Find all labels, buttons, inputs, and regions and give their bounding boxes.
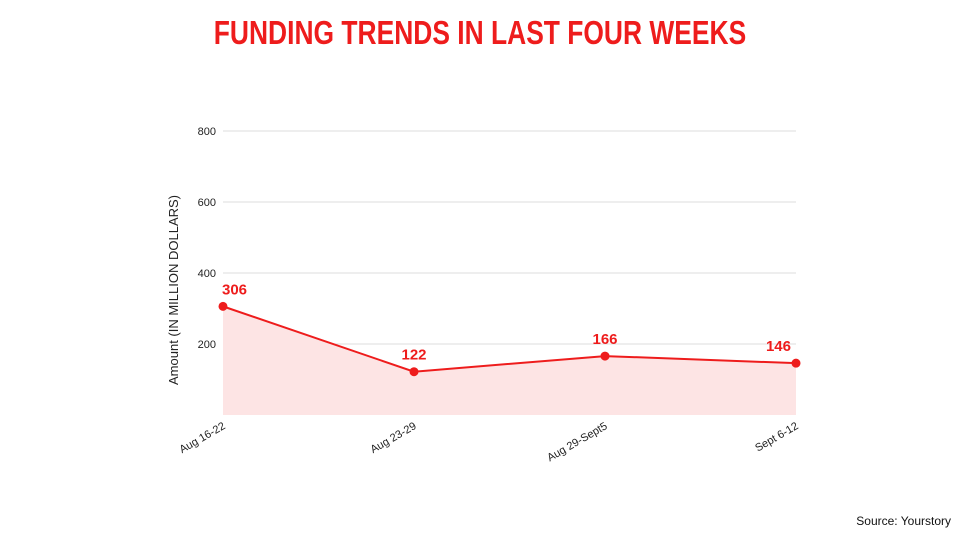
y-tick-label: 400 [198,268,216,280]
series-line [222,305,797,373]
y-axis-label: Amount (IN MILLION DOLLARS) [166,195,181,385]
x-tick-label: Sept 6-12 [753,420,800,454]
data-label: 122 [401,347,426,364]
y-axis-ticks: 200 400 600 800 [198,126,216,351]
gridlines [223,130,796,345]
x-tick-label: Aug 23-29 [369,420,419,456]
area-fill [223,306,796,415]
y-tick-label: 800 [198,126,216,138]
data-label: 146 [766,338,791,355]
data-point [409,367,419,377]
source-note: Source: Yourstory [856,514,951,528]
data-points [218,301,801,377]
y-tick-label: 200 [198,339,216,351]
data-label: 306 [222,281,247,298]
x-tick-label: Aug 29-Sept5 [545,420,609,464]
data-label: 166 [592,331,617,348]
data-point [791,358,801,368]
chart-title: FUNDING TRENDS IN LAST FOUR WEEKS [213,14,747,51]
data-point [600,351,610,361]
data-labels: 306 122 166 146 [222,281,791,363]
x-tick-label: Aug 16-22 [178,420,228,456]
x-axis-ticks: Aug 16-22 Aug 23-29 Aug 29-Sept5 Sept 6-12 [178,420,801,464]
data-point [218,301,228,311]
y-tick-label: 600 [198,197,216,209]
